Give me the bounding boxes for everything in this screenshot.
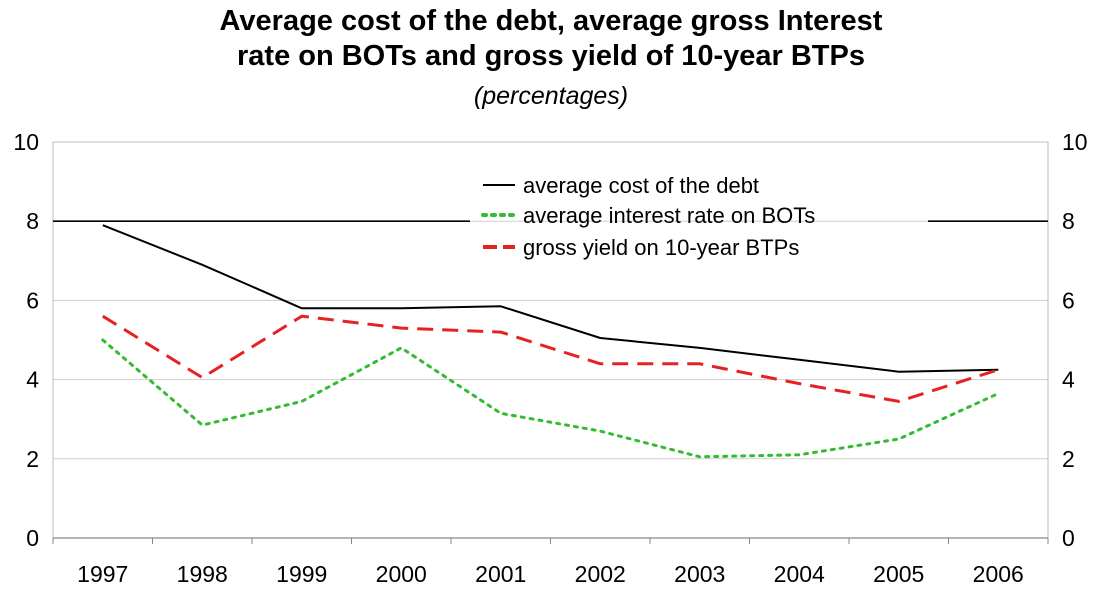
chart-subtitle: (percentages) [473, 82, 629, 110]
plot-area-border [52, 141, 1049, 539]
chart-title-line-1: Average cost of the debt, average gross … [219, 5, 883, 37]
y-tick-label-right: 0 [1062, 525, 1075, 551]
x-tick-label: 2004 [774, 561, 825, 587]
legend: average cost of the debt average interest… [481, 173, 815, 260]
y-tick-label-right: 8 [1062, 208, 1075, 234]
y-tick-label-right: 4 [1062, 367, 1075, 393]
y-tick-label-left: 6 [26, 287, 39, 313]
y-tick-label-right: 10 [1062, 129, 1088, 155]
grid-lines [53, 141, 1048, 539]
x-tick-label: 1997 [77, 561, 128, 587]
series-line-2 [101, 338, 1000, 459]
series-line-3 [102, 314, 999, 403]
x-tick-label: 2006 [973, 561, 1024, 587]
x-tick-label: 2001 [475, 561, 526, 587]
y-tick-label-left: 0 [26, 525, 39, 551]
legend-label-1: average cost of the debt [523, 173, 759, 198]
legend-label-3: gross yield on 10-year BTPs [523, 235, 799, 260]
x-tick-label: 2000 [376, 561, 427, 587]
x-tick-label: 1998 [177, 561, 228, 587]
y-tick-label-left: 10 [13, 129, 39, 155]
axes: 0 0 2 2 4 4 6 6 8 8 10 10 1997 1998 1999 2000 2001 2002 20… [13, 129, 1087, 587]
chart-title-line-2: rate on BOTs and gross yield of 10-year … [237, 40, 865, 72]
x-tick-label: 2005 [873, 561, 924, 587]
x-tick-label: 1999 [276, 561, 327, 587]
legend-label-2: average interest rate on BOTs [523, 203, 815, 228]
series-lines [101, 224, 1000, 459]
series-line-1 [102, 224, 999, 373]
y-tick-label-right: 2 [1062, 446, 1075, 472]
chart-title: Average cost of the debt, average gross … [0, 4, 1102, 74]
x-tick-label: 2002 [575, 561, 626, 587]
y-tick-label-left: 8 [26, 208, 39, 234]
y-tick-label-left: 2 [26, 446, 39, 472]
x-tick-label: 2003 [674, 561, 725, 587]
plot-frame [52, 141, 1049, 539]
y-tick-label-right: 6 [1062, 287, 1075, 313]
y-tick-label-left: 4 [26, 367, 39, 393]
